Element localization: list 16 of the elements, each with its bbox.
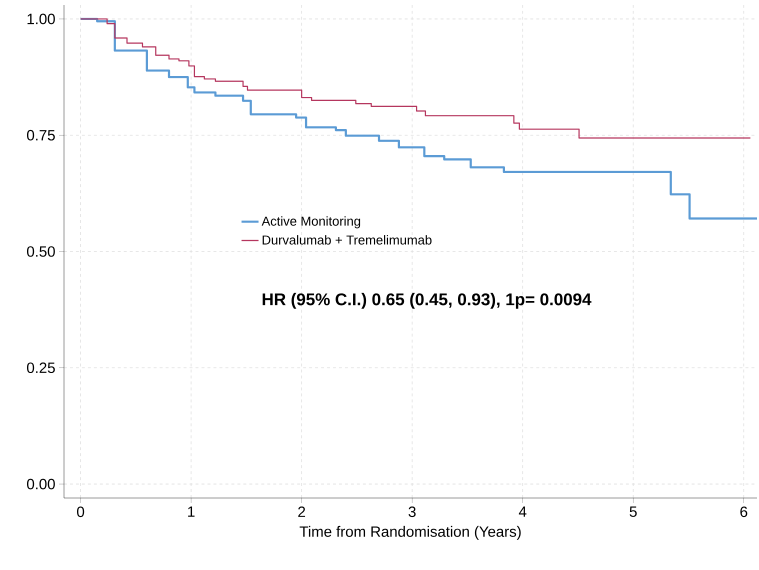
x-tick-label: 6 [740,506,748,518]
y-tick-label: 0.00 [26,478,55,490]
x-axis-title: Time from Randomisation (Years) [300,526,521,540]
y-tick-label: 1.00 [28,14,55,24]
x-tick-label: 0 [77,506,84,518]
annotation: HR (95% C.I.) 0.65 (0.45, 0.93), 1p= 0.0094 [262,292,592,309]
x-tick-label: 3 [408,506,416,518]
legend-label: Durvalumab + Tremelimumab [262,235,432,245]
y-tick-label: 0.50 [26,246,55,257]
x-tick-label: 4 [518,506,526,517]
y-tick-label: 0.25 [26,362,55,374]
y-tick-label: 0.75 [26,130,55,141]
x-tick-label: 1 [188,506,195,517]
legend-label: Active Monitoring [262,216,360,228]
x-tick-label: 2 [298,506,306,517]
x-tick-label: 5 [630,506,637,517]
